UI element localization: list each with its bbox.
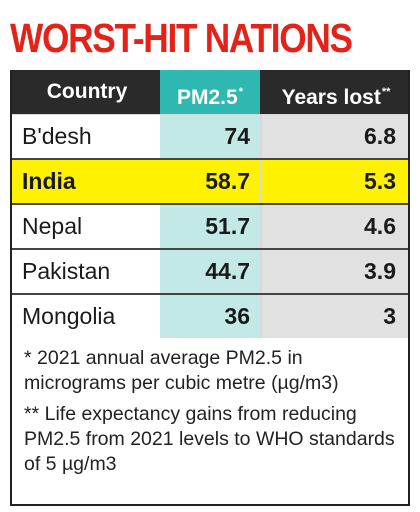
column-header-country: Country xyxy=(12,70,162,114)
pm25-cell: 44.7 xyxy=(160,250,260,293)
column-header-pm25: PM2.5* xyxy=(160,70,260,114)
data-table: Country PM2.5* Years lost** B'desh 74 6.… xyxy=(10,70,410,338)
column-header-years-lost-label: Years lost xyxy=(281,86,381,109)
table-row: Pakistan 44.7 3.9 xyxy=(12,250,408,294)
table-row: India 58.7 5.3 xyxy=(12,160,408,204)
row-divider xyxy=(12,293,408,295)
column-header-years-lost: Years lost** xyxy=(262,70,410,114)
table-row: Nepal 51.7 4.6 xyxy=(12,205,408,249)
footnote-pm25: * 2021 annual average PM2.5 in microgram… xyxy=(24,347,339,394)
row-divider xyxy=(12,248,408,250)
years-lost-cell: 3.9 xyxy=(262,250,408,293)
row-divider xyxy=(12,203,408,205)
column-header-country-label: Country xyxy=(46,80,128,103)
years-lost-cell: 5.3 xyxy=(262,160,408,203)
pm25-cell: 51.7 xyxy=(160,205,260,248)
country-cell: Nepal xyxy=(12,205,160,248)
country-cell: Mongolia xyxy=(12,295,160,338)
table-header: Country PM2.5* Years lost** xyxy=(12,70,408,114)
pm25-cell: 74 xyxy=(160,115,260,158)
table-row: B'desh 74 6.8 xyxy=(12,115,408,159)
column-header-pm25-label: PM2.5 xyxy=(177,86,238,109)
country-cell: Pakistan xyxy=(12,250,160,293)
table-row: Mongolia 36 3 xyxy=(12,295,408,339)
pm25-cell: 36 xyxy=(160,295,260,338)
years-lost-cell: 6.8 xyxy=(262,115,408,158)
pm25-cell: 58.7 xyxy=(160,160,260,203)
footnotes: * 2021 annual average PM2.5 in microgram… xyxy=(10,338,410,506)
years-lost-cell: 3 xyxy=(262,295,408,338)
page-title: WORST-HIT NATIONS xyxy=(10,15,353,61)
pm25-footnote-marker: * xyxy=(238,86,243,98)
row-divider xyxy=(12,158,408,160)
infographic-panel: WORST-HIT NATIONS Country PM2.5* Years l… xyxy=(8,6,410,506)
footnote-years-lost: ** Life expectancy gains from reducing P… xyxy=(24,403,395,475)
years-lost-cell: 4.6 xyxy=(262,205,408,248)
country-cell: India xyxy=(12,160,160,203)
country-cell: B'desh xyxy=(12,115,160,158)
years-lost-footnote-marker: ** xyxy=(381,86,391,98)
